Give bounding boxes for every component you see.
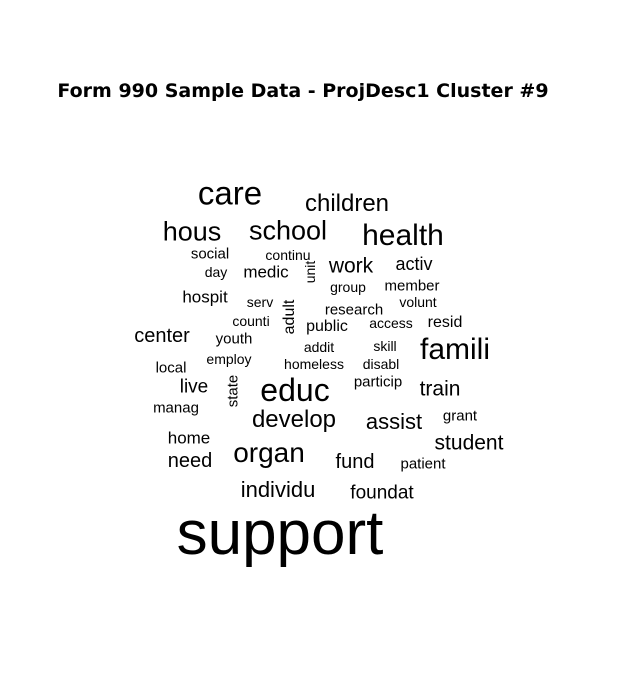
cloud-word-group: group xyxy=(330,279,366,295)
cloud-word-public: public xyxy=(306,318,348,335)
cloud-word-work: work xyxy=(328,254,374,278)
cloud-word-continu: continu xyxy=(265,247,311,263)
cloud-word-member: member xyxy=(384,277,440,295)
cloud-word-educ: educ xyxy=(260,372,330,408)
cloud-word-medic: medic xyxy=(243,262,289,282)
cloud-word-foundat: foundat xyxy=(350,482,414,504)
cloud-word-addit: addit xyxy=(303,339,335,355)
cloud-word-famili: famili xyxy=(419,333,491,366)
cloud-word-adult: adult xyxy=(281,299,298,335)
cloud-word-live: live xyxy=(179,376,209,398)
cloud-word-social: social xyxy=(190,245,230,263)
cloud-word-support: support xyxy=(176,499,384,568)
cloud-word-center: center xyxy=(134,325,190,347)
cloud-word-counti: counti xyxy=(232,313,270,329)
cloud-word-local: local xyxy=(155,359,187,377)
cloud-word-disabl: disabl xyxy=(362,356,400,372)
cloud-word-activ: activ xyxy=(395,254,433,274)
cloud-word-youth: youth xyxy=(215,330,253,348)
cloud-word-student: student xyxy=(434,431,504,455)
cloud-word-care: care xyxy=(197,174,263,212)
cloud-word-state: state xyxy=(224,374,242,408)
cloud-word-home: home xyxy=(167,428,211,448)
cloud-word-access: access xyxy=(369,315,413,331)
cloud-word-hous: hous xyxy=(162,216,222,247)
cloud-word-health: health xyxy=(362,219,444,252)
cloud-word-serv: serv xyxy=(246,294,274,310)
cloud-word-day: day xyxy=(204,264,228,280)
cloud-word-unit: unit xyxy=(302,260,318,284)
cloud-word-resid: resid xyxy=(427,314,463,331)
cloud-word-volunt: volunt xyxy=(399,294,437,310)
cloud-word-research: research xyxy=(324,301,384,319)
cloud-word-grant: grant xyxy=(442,407,478,425)
cloud-word-manag: manag xyxy=(153,399,199,417)
cloud-word-children: children xyxy=(304,190,390,217)
cloud-word-skill: skill xyxy=(373,338,397,354)
cloud-word-patient: patient xyxy=(400,455,446,473)
cloud-word-homeless: homeless xyxy=(284,356,344,372)
cloud-word-need: need xyxy=(167,450,213,472)
cloud-word-fund: fund xyxy=(335,451,375,473)
cloud-word-individu: individu xyxy=(240,477,316,502)
chart-title: Form 990 Sample Data - ProjDesc1 Cluster… xyxy=(57,80,549,102)
cloud-word-assist: assist xyxy=(365,409,423,434)
cloud-word-develop: develop xyxy=(251,406,337,433)
cloud-word-hospit: hospit xyxy=(182,287,228,307)
cloud-word-organ: organ xyxy=(233,437,305,468)
cloud-word-particip: particip xyxy=(353,373,403,391)
cloud-word-employ: employ xyxy=(206,351,252,367)
cloud-word-train: train xyxy=(419,377,461,401)
cloud-word-school: school xyxy=(248,215,328,246)
